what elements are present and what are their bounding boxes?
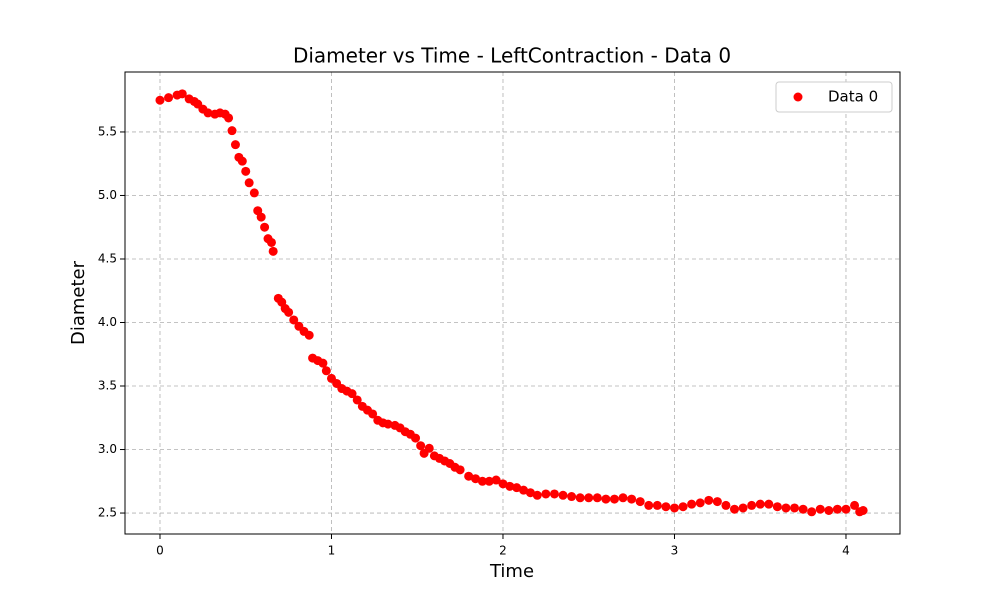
scatter-point [584,493,594,503]
y-tick-label: 5.0 [98,188,117,202]
scatter-point [687,499,697,509]
scatter-point [841,504,851,514]
scatter-point [416,441,426,451]
scatter-point [807,507,817,517]
scatter-point [289,315,299,325]
y-tick-label: 2.5 [98,506,117,520]
scatter-point [352,395,362,405]
x-tick-label: 4 [842,544,850,558]
scatter-point [471,474,481,484]
y-tick-label: 4.0 [98,315,117,329]
scatter-point [824,505,834,515]
scatter-point [227,126,237,136]
scatter-point [755,499,765,509]
scatter-point [256,212,266,222]
y-tick-label: 4.5 [98,251,117,265]
scatter-point [525,488,535,498]
plot-frame [124,71,901,535]
scatter-point [601,494,611,504]
legend-marker [793,92,803,102]
legend-box [775,81,893,113]
scatter-point [268,246,278,256]
scatter-point [203,108,213,118]
scatter-point [498,479,508,489]
scatter-point [747,500,757,510]
scatter-point [304,330,314,340]
scatter-point [730,504,740,514]
scatter-point [635,497,645,507]
x-tick-label: 0 [156,544,164,558]
scatter-point [464,471,474,481]
scatter-point [678,502,688,512]
scatter-point [266,237,276,247]
scatter-point [284,307,294,317]
scatter-point [244,178,254,188]
scatter-point [491,475,501,485]
scatter-point [575,493,585,503]
scatter-point [712,497,722,507]
scatter-point [519,485,529,495]
scatter-point [424,443,434,453]
scatter-point [781,503,791,513]
scatter-point [695,498,705,508]
scatter-point [237,156,247,166]
scatter-point [477,476,487,486]
scatter-point [505,481,515,491]
scatter-point [541,489,551,499]
scatter-point [318,358,328,368]
scatter-point [411,433,421,443]
scatter-point [260,222,270,232]
scatter-point [558,490,568,500]
scatter-point [241,166,251,176]
x-tick-label: 1 [328,544,336,558]
legend-label: Data 0 [828,88,878,106]
scatter-point [592,493,602,503]
scatter-point [347,389,357,399]
x-tick-label: 2 [499,544,507,558]
x-tick-label: 3 [671,544,679,558]
y-axis-label: Diameter [68,260,89,345]
y-tick-label: 5.5 [98,124,117,138]
scatter-point [249,188,259,198]
scatter-point [609,494,619,504]
scatter-point [798,504,808,514]
scatter-point [661,502,671,512]
scatter-point [155,95,165,105]
scatter-point [858,505,868,515]
scatter-point [567,492,577,502]
scatter-point [224,113,234,123]
scatter-point [627,494,637,504]
scatter-point [455,465,465,475]
scatter-point [512,483,522,493]
scatter-point [549,489,559,499]
scatter-point [832,504,842,514]
scatter-point [644,500,654,510]
scatter-point [177,89,187,99]
scatter-point [230,140,240,150]
scatter-point [484,476,494,486]
scatter-point [738,503,748,513]
scatter-point [850,500,860,510]
scatter-point [652,500,662,510]
y-tick-label: 3.0 [98,442,117,456]
x-axis-label: Time [489,561,534,582]
scatter-point [383,419,393,429]
chart-title: Diameter vs Time - LeftContraction - Dat… [293,44,731,68]
scatter-point [618,493,628,503]
scatter-point [764,499,774,509]
scatter-point [704,495,714,505]
scatter-point [321,366,331,376]
scatter-point [772,502,782,512]
scatter-point [669,503,679,513]
scatter-point [164,93,174,103]
scatter-point [532,490,542,500]
scatter-point [815,504,825,514]
scatter-point [721,500,731,510]
scatter-point [790,503,800,513]
scatter-point [368,409,378,419]
y-tick-label: 3.5 [98,379,117,393]
